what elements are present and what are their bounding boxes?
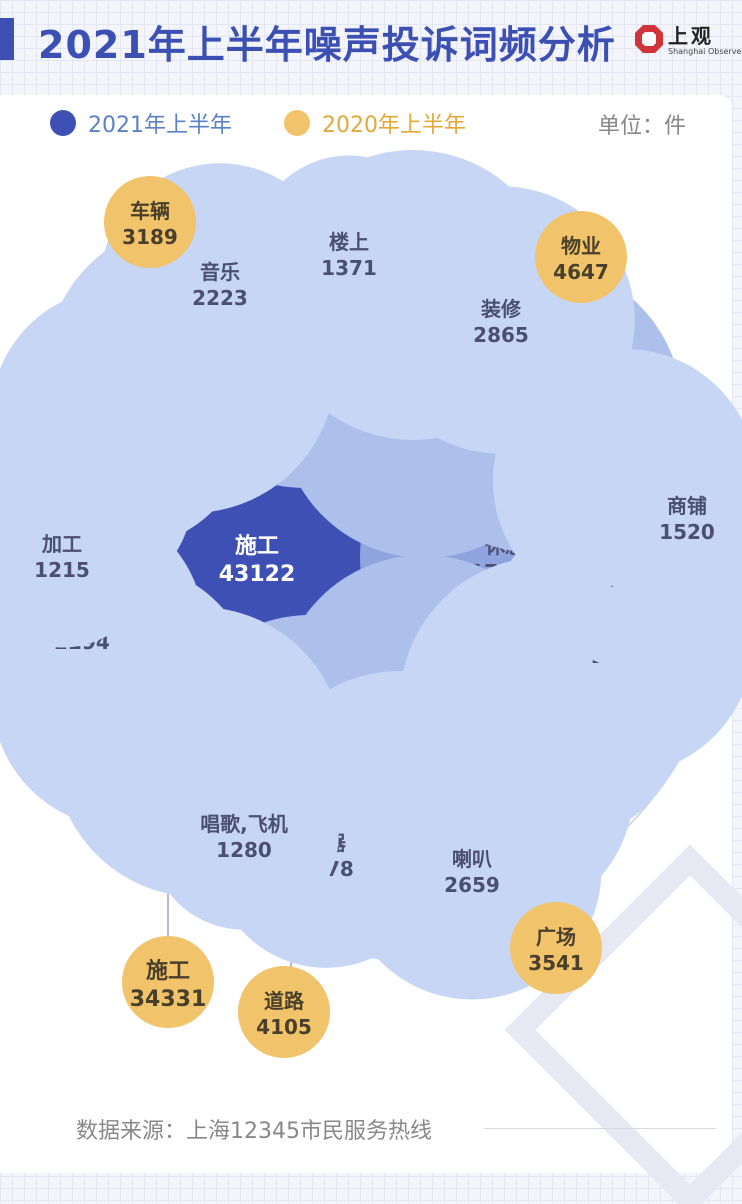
bubble-circle [251, 155, 447, 351]
bubble-label: 音乐 [200, 260, 240, 284]
bubble-label: 车辆 [130, 199, 170, 223]
bubble-label: 装修 [480, 297, 522, 321]
logo-text: 上观 [668, 24, 714, 48]
bubble-value: 1215 [34, 558, 90, 582]
legend-dot-2021 [50, 110, 76, 136]
bubble-circle [104, 176, 196, 268]
bubble-value: 34331 [130, 987, 207, 1012]
bubble-circle [535, 211, 627, 303]
bubble-label: 道路 [264, 989, 305, 1013]
bubble-circle [122, 936, 214, 1028]
bubble-value: 2223 [192, 286, 248, 310]
title-accent-bar [0, 18, 14, 60]
bubble-label: 唱歌,飞机 [200, 812, 288, 836]
shanghai-observer-logo-icon [635, 25, 663, 53]
legend-item-2020: 2020年上半年 [284, 108, 466, 138]
bubble-label: 商铺 [667, 494, 707, 518]
page-title: 2021年上半年噪声投诉词频分析 [38, 23, 616, 67]
bubble-label: 喇叭 [452, 847, 492, 871]
bubble-value: 1371 [321, 256, 377, 280]
unit-label: 单位：件 [598, 114, 687, 139]
legend-label-2020: 2020年上半年 [322, 113, 466, 138]
bubble-circle [149, 740, 339, 930]
bubble-value: 3541 [528, 951, 584, 975]
bubble-group: 施工43122休息17045早上7992夜间7925晚上7805道路5522物业… [0, 150, 742, 1058]
bubble-label: 施工 [146, 958, 190, 984]
bubble-value: 43122 [219, 562, 296, 587]
bubble-value: 2865 [473, 323, 529, 347]
bubble-value: 1280 [216, 838, 272, 862]
bubble-value: 3189 [122, 225, 178, 249]
bubble-circle [0, 462, 155, 648]
bubble-value: 2659 [444, 873, 500, 897]
legend-dot-2020 [284, 110, 310, 136]
source-divider [484, 1128, 716, 1129]
bubble-label: 加工 [41, 532, 82, 556]
bubble-label: 施工 [235, 533, 279, 559]
bubble-circle [238, 966, 330, 1058]
bubble-value: 4105 [256, 1015, 312, 1039]
legend-item-2021: 2021年上半年 [50, 108, 232, 138]
logo-subtext: Shanghai Observer [668, 47, 742, 56]
brand-logo: 上观 Shanghai Observer [630, 20, 742, 78]
bubble-circle [510, 902, 602, 994]
bubble-2020-2: 施工 34331 [122, 936, 214, 1028]
source-note: 数据来源：上海12345市民服务热线 [76, 1119, 432, 1144]
bubble-circle [585, 415, 742, 619]
legend-label-2021: 2021年上半年 [88, 113, 232, 138]
bubble-label: 楼上 [329, 230, 369, 254]
bubble-value: 4647 [553, 260, 609, 284]
bubble-label: 广场 [536, 925, 576, 949]
bubble-label: 物业 [561, 234, 601, 258]
bubble-value: 1520 [659, 520, 715, 544]
